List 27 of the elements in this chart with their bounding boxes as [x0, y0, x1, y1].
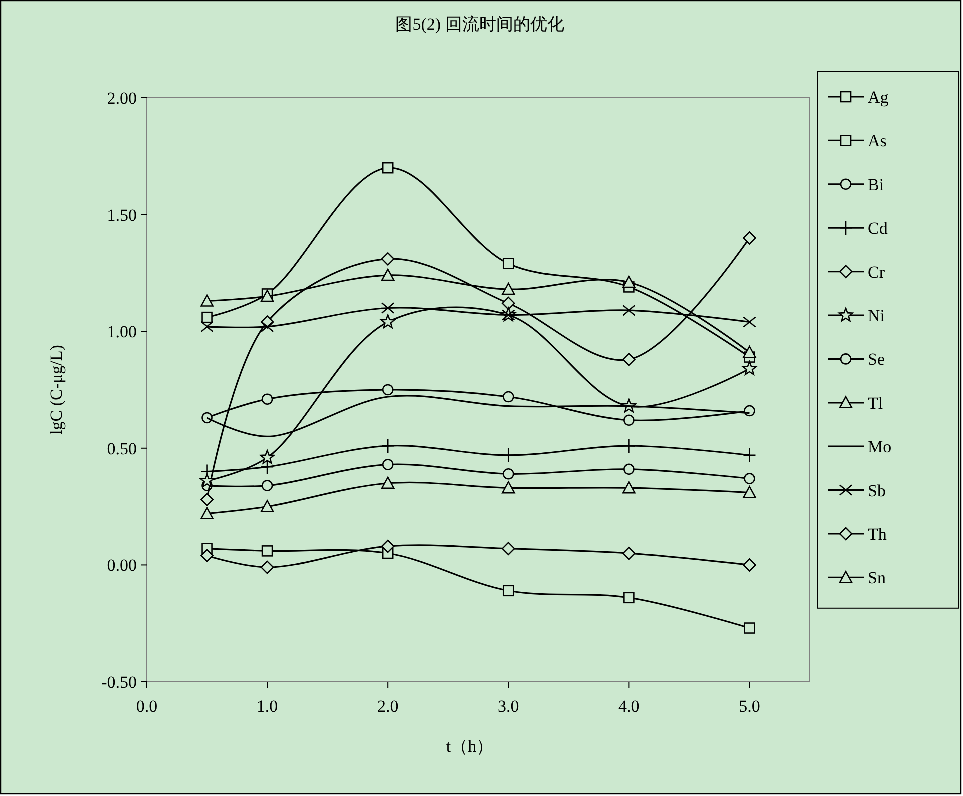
x-tick-label: 4.0: [618, 697, 640, 716]
legend-label: Tl: [868, 394, 884, 413]
legend-label: Sn: [868, 568, 886, 588]
legend-label: Ni: [868, 306, 886, 326]
x-tick-label: 2.0: [377, 697, 399, 716]
legend-label: Cd: [868, 219, 888, 238]
chart-title: 图5(2) 回流时间的优化: [396, 15, 564, 34]
legend-label: As: [868, 132, 887, 151]
x-tick-label: 0.0: [136, 697, 158, 716]
legend-label: Se: [868, 350, 885, 370]
y-tick-label: 0.00: [107, 556, 137, 576]
x-axis-title: t（h）: [446, 737, 494, 756]
y-axis-title: lgC (C-μg/L): [47, 345, 66, 435]
legend-label: Th: [868, 524, 888, 544]
legend-label: Cr: [868, 262, 886, 282]
legend-label: Ag: [868, 88, 890, 107]
legend-label: Sb: [868, 481, 886, 500]
y-tick-label: 1.00: [107, 322, 137, 342]
y-tick-label: 2.00: [107, 88, 137, 108]
x-tick-label: 1.0: [256, 697, 278, 716]
x-tick-label: 3.0: [498, 697, 520, 716]
legend-label: Mo: [868, 438, 892, 457]
y-tick-label: 0.50: [107, 439, 137, 458]
legend-label: Bi: [868, 175, 884, 194]
x-tick-label: 5.0: [739, 697, 760, 716]
y-tick-label: -0.50: [102, 672, 137, 692]
y-tick-label: 1.50: [107, 206, 137, 225]
